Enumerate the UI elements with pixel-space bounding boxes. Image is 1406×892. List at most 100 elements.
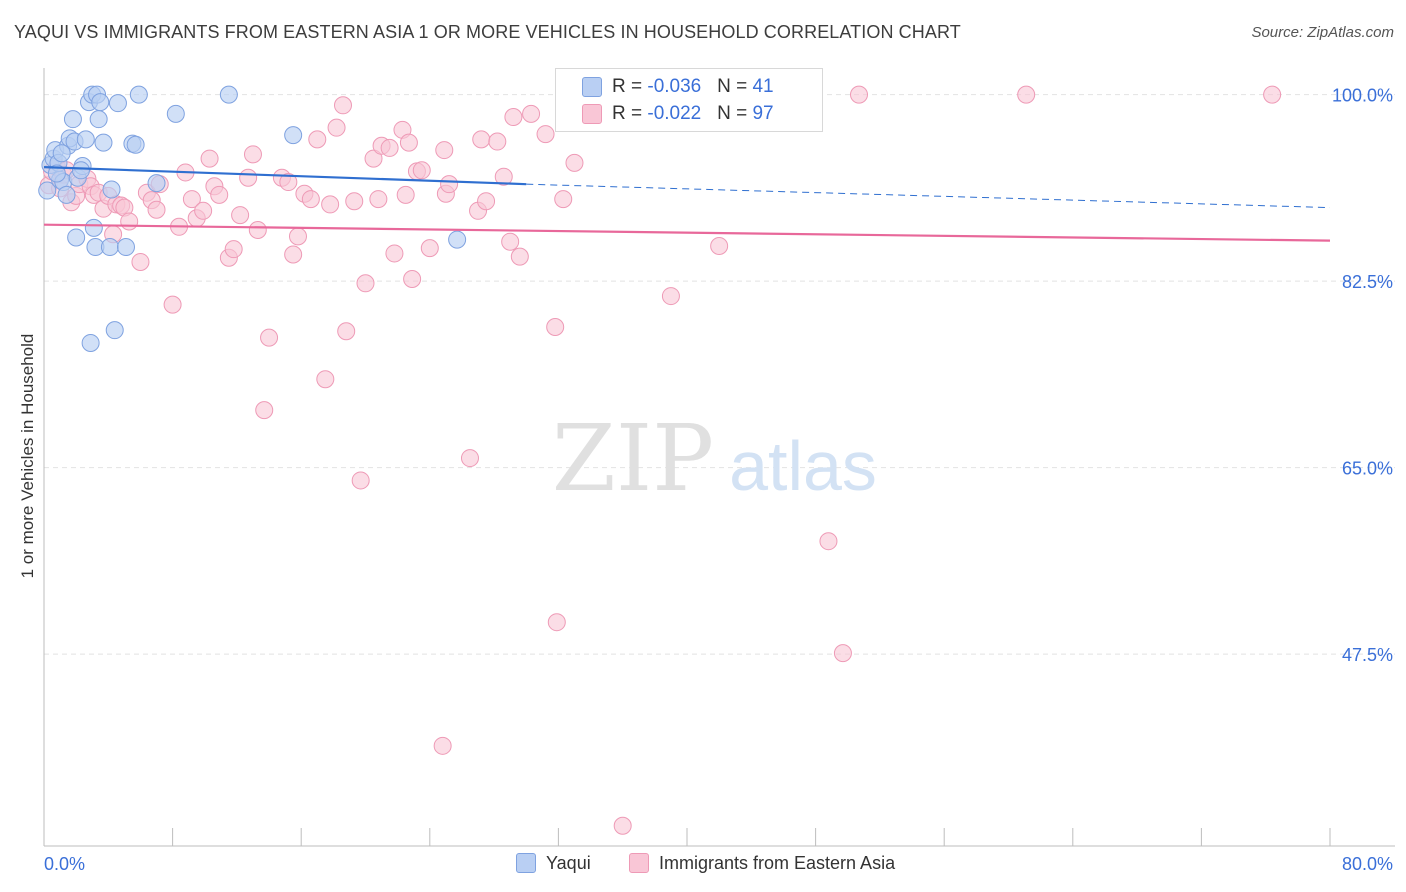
- data-point-immigrants: [369, 190, 388, 209]
- data-point-immigrants: [351, 471, 370, 490]
- data-point-immigrants: [477, 192, 496, 211]
- data-point-immigrants: [504, 108, 523, 127]
- data-point-yaqui: [108, 94, 127, 113]
- series-immigrants-points: [39, 85, 1282, 835]
- legend-n-value: 41: [752, 76, 774, 97]
- data-point-yaqui: [126, 135, 145, 154]
- data-point-yaqui: [47, 164, 66, 183]
- data-point-immigrants: [1017, 85, 1036, 104]
- data-point-immigrants: [284, 245, 303, 264]
- data-point-immigrants: [260, 328, 279, 347]
- data-point-yaqui: [91, 93, 110, 112]
- legend-swatch-pink: [582, 104, 602, 124]
- data-point-yaqui: [94, 133, 113, 152]
- legend-text-immigrants: R = -0.022 N = 97: [612, 103, 774, 125]
- data-point-immigrants: [147, 200, 166, 219]
- data-point-yaqui: [116, 238, 135, 257]
- data-point-immigrants: [288, 227, 307, 246]
- bottom-legend-label-yaqui: Yaqui: [546, 853, 591, 873]
- correlation-legend: R = -0.036 N = 41 R = -0.022 N = 97: [555, 68, 823, 132]
- data-point-immigrants: [200, 149, 219, 168]
- data-point-immigrants: [333, 96, 352, 115]
- watermark-atlas: atlas: [729, 427, 877, 505]
- data-point-yaqui: [81, 333, 100, 352]
- data-point-immigrants: [494, 167, 513, 186]
- data-point-immigrants: [399, 133, 418, 152]
- bottom-legend-swatch-pink: [629, 853, 649, 873]
- data-point-immigrants: [255, 401, 274, 420]
- data-point-immigrants: [403, 270, 422, 289]
- bottom-legend-swatch-blue: [516, 853, 536, 873]
- data-point-yaqui: [105, 321, 124, 340]
- data-point-immigrants: [239, 168, 258, 187]
- trend-line-yaqui: [43, 166, 527, 186]
- data-point-immigrants: [433, 736, 452, 755]
- data-point-immigrants: [327, 118, 346, 137]
- trend-line-immigrants: [43, 223, 1331, 242]
- legend-n-label: N =: [717, 103, 753, 124]
- data-point-immigrants: [385, 244, 404, 263]
- series-yaqui-points: [38, 85, 467, 352]
- legend-r-value: -0.036: [647, 76, 702, 97]
- watermark-zip: ZIP: [552, 405, 714, 512]
- legend-swatch-blue: [582, 77, 602, 97]
- y-tick-label: 65.0%: [1342, 459, 1393, 479]
- data-point-immigrants: [356, 274, 375, 293]
- data-point-yaqui: [67, 228, 86, 247]
- data-point-immigrants: [460, 449, 479, 468]
- bottom-legend-label-immigrants: Immigrants from Eastern Asia: [659, 853, 896, 873]
- data-point-immigrants: [120, 212, 139, 231]
- data-point-yaqui: [57, 185, 76, 204]
- y-axis-title: 1 or more Vehicles in Household: [18, 333, 37, 579]
- data-point-immigrants: [547, 613, 566, 632]
- data-point-immigrants: [345, 192, 364, 211]
- x-tick-label: 80.0%: [1342, 854, 1393, 874]
- data-point-yaqui: [219, 85, 238, 104]
- data-point-immigrants: [1263, 85, 1282, 104]
- data-point-yaqui: [71, 161, 90, 180]
- data-point-yaqui: [166, 104, 185, 123]
- trend-line-yaqui-extension: [526, 183, 1331, 209]
- legend-r-value: -0.022: [647, 103, 702, 124]
- data-point-yaqui: [147, 174, 166, 193]
- data-point-immigrants: [380, 138, 399, 157]
- axes: [43, 68, 1395, 847]
- legend-r-label: R =: [612, 76, 648, 97]
- data-point-immigrants: [131, 252, 150, 271]
- data-point-immigrants: [364, 149, 383, 168]
- data-point-immigrants: [412, 161, 431, 180]
- data-point-yaqui: [38, 181, 57, 200]
- data-point-yaqui: [102, 180, 121, 199]
- legend-n-label: N =: [717, 76, 753, 97]
- data-point-immigrants: [536, 125, 555, 144]
- data-point-immigrants: [210, 185, 229, 204]
- data-point-immigrants: [301, 190, 320, 209]
- data-point-yaqui: [63, 110, 82, 129]
- data-point-immigrants: [182, 190, 201, 209]
- data-point-immigrants: [554, 190, 573, 209]
- data-point-immigrants: [819, 532, 838, 551]
- data-point-yaqui: [129, 85, 148, 104]
- data-point-yaqui: [100, 238, 119, 257]
- data-point-yaqui: [448, 230, 467, 249]
- x-tick-label: 0.0%: [44, 854, 85, 874]
- data-point-yaqui: [89, 110, 108, 129]
- data-point-yaqui: [76, 130, 95, 149]
- legend-text-yaqui: R = -0.036 N = 41: [612, 76, 774, 98]
- data-point-yaqui: [52, 144, 71, 163]
- data-point-immigrants: [440, 175, 459, 194]
- data-point-immigrants: [522, 104, 541, 123]
- data-point-immigrants: [850, 85, 869, 104]
- y-tick-label: 82.5%: [1342, 272, 1393, 292]
- data-point-immigrants: [279, 173, 298, 192]
- data-point-immigrants: [194, 201, 213, 220]
- data-point-yaqui: [84, 218, 103, 237]
- data-point-immigrants: [163, 295, 182, 314]
- data-point-immigrants: [308, 130, 327, 149]
- data-point-immigrants: [565, 153, 584, 172]
- data-point-immigrants: [337, 322, 356, 341]
- data-point-immigrants: [435, 141, 454, 160]
- data-point-yaqui: [284, 126, 303, 145]
- legend-r-label: R =: [612, 103, 648, 124]
